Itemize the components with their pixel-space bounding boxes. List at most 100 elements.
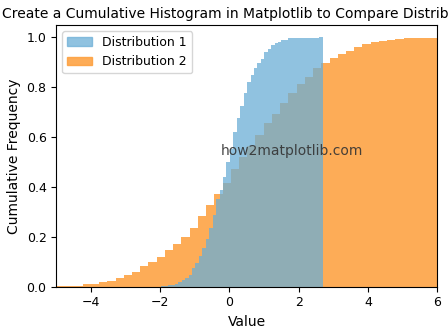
Bar	[172, 285, 175, 287]
Bar	[295, 38, 299, 287]
X-axis label: Value: Value	[228, 315, 266, 329]
Bar	[132, 272, 140, 287]
Bar	[107, 281, 116, 287]
Bar	[346, 51, 354, 287]
Bar	[281, 40, 285, 287]
Bar	[264, 52, 268, 287]
Text: how2matplotlib.com: how2matplotlib.com	[221, 143, 364, 158]
Bar	[220, 190, 223, 287]
Bar	[206, 239, 209, 287]
Bar	[124, 275, 132, 287]
Bar	[216, 200, 220, 287]
Bar	[91, 284, 99, 287]
Bar	[230, 149, 233, 287]
Bar	[379, 41, 387, 287]
Bar	[261, 59, 264, 287]
Bar	[321, 62, 330, 287]
Bar	[140, 266, 148, 287]
Bar	[412, 38, 420, 287]
Bar	[309, 38, 312, 287]
Bar	[99, 282, 107, 287]
Bar	[239, 157, 247, 287]
Bar	[247, 145, 255, 287]
Bar	[428, 38, 437, 287]
Bar	[178, 282, 182, 287]
Bar	[33, 286, 41, 287]
Bar	[254, 68, 258, 287]
Bar	[255, 135, 264, 287]
Bar	[182, 280, 185, 287]
Bar	[50, 286, 58, 287]
Bar	[306, 38, 309, 287]
Bar	[420, 38, 428, 287]
Bar	[157, 257, 165, 287]
Legend: Distribution 1, Distribution 2: Distribution 1, Distribution 2	[62, 31, 192, 73]
Bar	[297, 84, 305, 287]
Bar	[312, 38, 316, 287]
Bar	[316, 38, 319, 287]
Bar	[165, 250, 173, 287]
Bar	[185, 278, 189, 287]
Bar	[202, 248, 206, 287]
Bar	[199, 256, 202, 287]
Bar	[272, 114, 280, 287]
Bar	[66, 286, 74, 287]
Bar	[289, 38, 292, 287]
Bar	[237, 118, 240, 287]
Bar	[313, 68, 321, 287]
Bar	[338, 54, 346, 287]
Bar	[195, 263, 199, 287]
Bar	[206, 205, 214, 287]
Bar	[240, 107, 244, 287]
Bar	[250, 75, 254, 287]
Bar	[74, 286, 82, 287]
Bar	[223, 177, 226, 287]
Bar	[198, 216, 206, 287]
Bar	[387, 40, 396, 287]
Bar	[233, 132, 237, 287]
Bar	[362, 44, 370, 287]
Bar	[168, 285, 172, 287]
Bar	[330, 57, 338, 287]
Bar	[213, 215, 216, 287]
Bar	[189, 275, 192, 287]
Bar	[58, 286, 66, 287]
Bar	[161, 286, 164, 287]
Bar	[231, 169, 239, 287]
Bar	[271, 45, 275, 287]
Bar	[244, 93, 247, 287]
Bar	[116, 278, 124, 287]
Bar	[280, 103, 289, 287]
Bar	[82, 284, 91, 287]
Bar	[264, 123, 272, 287]
Bar	[268, 49, 271, 287]
Bar	[319, 37, 323, 287]
Bar	[181, 238, 190, 287]
Bar	[292, 38, 295, 287]
Bar	[247, 82, 250, 287]
Y-axis label: Cumulative Frequency: Cumulative Frequency	[7, 78, 21, 234]
Bar	[289, 93, 297, 287]
Title: Create a Cumulative Histogram in Matplotlib to Compare Distributions: Create a Cumulative Histogram in Matplot…	[2, 7, 448, 21]
Bar	[148, 262, 157, 287]
Bar	[258, 62, 261, 287]
Bar	[396, 39, 404, 287]
Bar	[278, 42, 281, 287]
Bar	[173, 244, 181, 287]
Bar	[354, 47, 362, 287]
Bar	[275, 43, 278, 287]
Bar	[175, 284, 178, 287]
Bar	[209, 228, 213, 287]
Bar	[164, 286, 168, 287]
Bar	[285, 40, 289, 287]
Bar	[302, 38, 306, 287]
Bar	[223, 183, 231, 287]
Bar	[305, 77, 313, 287]
Bar	[192, 268, 195, 287]
Bar	[299, 38, 302, 287]
Bar	[226, 162, 230, 287]
Bar	[404, 38, 412, 287]
Bar	[437, 37, 445, 287]
Bar	[41, 286, 50, 287]
Bar	[214, 195, 223, 287]
